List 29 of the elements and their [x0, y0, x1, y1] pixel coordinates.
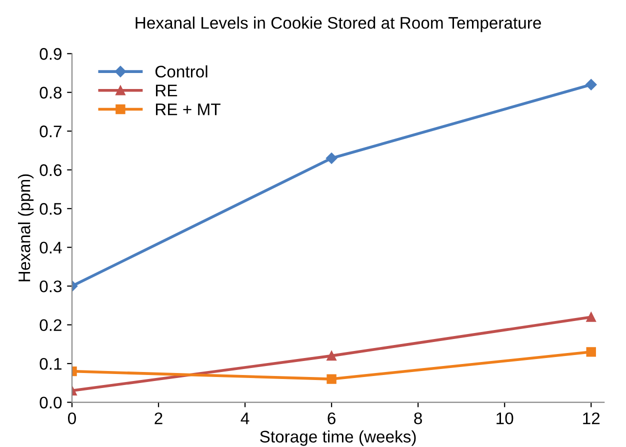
- y-axis-title: Hexanal (ppm): [18, 174, 34, 282]
- point: [586, 312, 596, 322]
- y-tick-label: 0.0: [40, 396, 62, 409]
- x-tick-label: 2: [154, 412, 162, 424]
- legend-label: RE: [156, 84, 178, 96]
- y-tick-label: 0.9: [40, 48, 62, 60]
- point: [326, 374, 336, 384]
- y-tick-label: 0.6: [40, 164, 62, 176]
- x-axis-title: Storage time (weeks): [260, 430, 416, 446]
- point: [326, 152, 338, 164]
- legend-label: RE + MT: [156, 104, 220, 116]
- x-tick-label: 6: [328, 412, 336, 424]
- point: [326, 350, 336, 361]
- point: [586, 79, 597, 90]
- x-tick-label: 10: [496, 412, 514, 424]
- y-tick-label: 0.4: [40, 242, 62, 254]
- x-tick-label: 0: [68, 412, 76, 424]
- y-tick-label: 0.2: [40, 319, 62, 332]
- legend-label: Control: [155, 65, 208, 78]
- x-tick-label: 12: [583, 412, 600, 424]
- x-tick-label: 4: [240, 412, 250, 424]
- y-tick-label: 0.7: [40, 126, 62, 138]
- x-tick-label: 8: [414, 412, 422, 424]
- y-tick-label: 0.8: [40, 86, 62, 99]
- chart-title: Hexanal Levels in Cookie Stored at Room Temperature: [136, 16, 541, 32]
- y-tick-label: 0.1: [40, 358, 62, 370]
- point: [586, 347, 596, 357]
- y-tick-label: 0.3: [40, 280, 62, 292]
- y-tick-label: 0.5: [40, 203, 62, 215]
